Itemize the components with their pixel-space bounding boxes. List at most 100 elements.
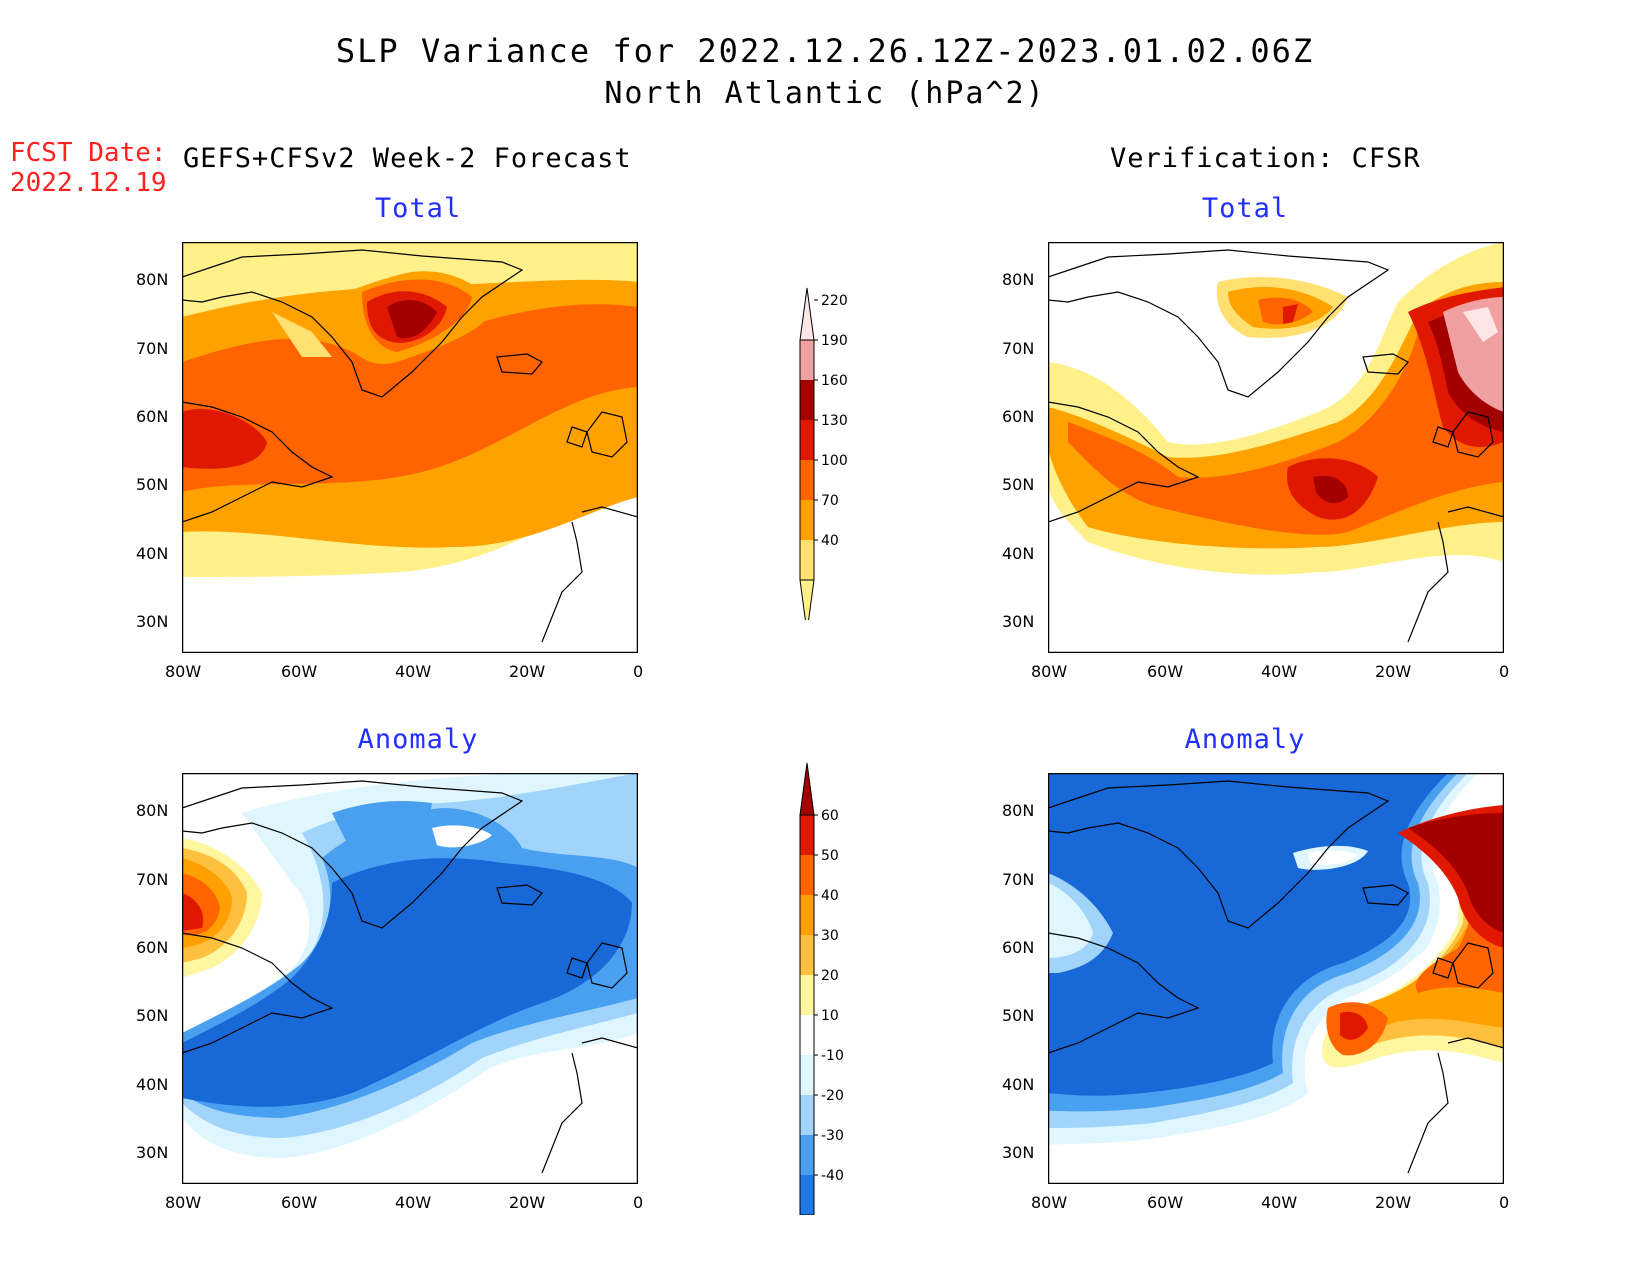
lon-tick: 0 (1499, 662, 1510, 681)
colorbar-top-triangle (799, 287, 815, 341)
fc-anom-band-50 (182, 893, 204, 931)
total-colorbar-svg: 40 70 100 130 160 190 220 (799, 287, 848, 633)
lat-tick: 30N (1002, 612, 1035, 631)
lat-tick: 30N (1002, 1143, 1035, 1162)
lon-tick: 60W (1147, 1193, 1184, 1212)
vf-total-band-220 (1463, 307, 1498, 342)
map-frame (181, 241, 639, 654)
colorbar-cell (800, 1135, 814, 1175)
fc-total-band-160 (387, 300, 437, 339)
map-frame (1047, 772, 1505, 1185)
total-colorbar-marks: 40 70 100 130 160 190 220 (799, 287, 848, 633)
colorbar-label: 40 (821, 533, 839, 549)
vf-total-label: Total (1201, 193, 1289, 224)
colorbar-label: -30 (821, 1128, 844, 1144)
lat-tick: 60N (136, 407, 169, 426)
lon-tick: 60W (281, 662, 318, 681)
lat-tick: 70N (136, 870, 169, 889)
total-colorbar: 40 70 100 130 160 190 220 (790, 280, 870, 633)
lat-tick: 30N (136, 1143, 169, 1162)
colorbar-label: 160 (821, 373, 848, 389)
forecast-total-svg (181, 241, 639, 654)
colorbar-cell (800, 460, 814, 500)
fc-total-label: Total (374, 193, 462, 224)
coastlines (181, 780, 639, 1174)
verification-anomaly-svg (1047, 772, 1505, 1185)
colorbar-label: 130 (821, 413, 848, 429)
lon-tick: 0 (633, 1193, 644, 1212)
verification-total-map (1047, 241, 1505, 657)
colorbar-label: 220 (821, 293, 848, 309)
lat-tick: 40N (136, 544, 169, 563)
anomaly-colorbar: -40 -30 -20 -10 10 20 30 40 50 60 (790, 755, 870, 1268)
anomaly-colorbar-svg: -40 -30 -20 -10 10 20 30 40 50 60 (799, 762, 844, 1268)
coastlines (1047, 780, 1505, 1174)
lat-tick: 50N (136, 475, 169, 494)
lon-tick: 60W (281, 1193, 318, 1212)
lon-tick: 60W (1147, 662, 1184, 681)
colorbar-cell (800, 935, 814, 975)
vf-total-band-160 (1313, 475, 1348, 504)
fcst-label: FCST Date: (10, 138, 167, 168)
fc-total-band-130b (182, 408, 267, 469)
anomaly-colorbar-marks: -40 -30 -20 -10 10 20 30 40 50 60 (799, 762, 844, 1268)
lat-tick: 80N (1002, 270, 1035, 289)
forecast-total-map (181, 241, 639, 657)
colorbar-top-triangle (799, 762, 815, 816)
fc-total-band-low (272, 312, 332, 357)
lon-tick: 0 (633, 662, 644, 681)
colorbar-label: -20 (821, 1088, 844, 1104)
fc-anom-band-white (432, 825, 492, 848)
colorbar-cell (800, 815, 814, 855)
lat-tick: 40N (1002, 544, 1035, 563)
main-subtitle: North Atlantic (hPa^2) (604, 76, 1046, 111)
vf-anom-band-40 (1415, 823, 1504, 993)
colorbar-label: 40 (821, 888, 839, 904)
lon-tick: 80W (165, 662, 202, 681)
coastlines (1047, 249, 1505, 643)
lon-tick: 20W (1375, 1193, 1412, 1212)
lon-tick: 80W (165, 1193, 202, 1212)
colorbar-label: 60 (821, 808, 839, 824)
colorbar-cell (800, 895, 814, 935)
fc-anom-band-m40 (182, 858, 632, 1107)
lon-tick: 20W (1375, 662, 1412, 681)
lat-tick: 40N (1002, 1075, 1035, 1094)
lat-tick: 80N (136, 801, 169, 820)
colorbar-label: 10 (821, 1008, 839, 1024)
lon-tick: 20W (509, 662, 546, 681)
lat-tick: 80N (136, 270, 169, 289)
lat-tick: 50N (1002, 1006, 1035, 1025)
lon-tick: 40W (395, 662, 432, 681)
colorbar-label: -10 (821, 1048, 844, 1064)
vf-anomaly-label: Anomaly (1184, 724, 1306, 755)
colorbar-cell (800, 540, 814, 580)
colorbar-label: -40 (821, 1168, 844, 1184)
vf-total-band-130c (1283, 304, 1298, 324)
vf-anom-band-white (1308, 850, 1358, 865)
lon-tick: 80W (1031, 662, 1068, 681)
lon-tick: 40W (1261, 662, 1298, 681)
lat-tick: 50N (136, 1006, 169, 1025)
colorbar-label: 20 (821, 968, 839, 984)
lat-tick: 40N (136, 1075, 169, 1094)
fc-anom-band-m30b (332, 801, 432, 853)
vf-anom-band-60 (1408, 813, 1504, 933)
colorbar-label: 190 (821, 333, 848, 349)
colorbar-label: 100 (821, 453, 848, 469)
forecast-anomaly-map (181, 772, 639, 1188)
lat-tick: 70N (136, 339, 169, 358)
map-frame (181, 772, 639, 1185)
colorbar-cell (800, 1095, 814, 1135)
colorbar-cell (800, 1055, 814, 1095)
colorbar-cell (800, 1015, 814, 1055)
lon-tick: 80W (1031, 1193, 1068, 1212)
verification-column-header: Verification: CFSR (1110, 143, 1421, 174)
map-frame (1047, 241, 1505, 654)
colorbar-label: 70 (821, 493, 839, 509)
colorbar-label: 50 (821, 848, 839, 864)
lon-tick: 40W (1261, 1193, 1298, 1212)
colorbar-cell (800, 975, 814, 1015)
colorbar-cell (800, 380, 814, 420)
colorbar-cell (800, 500, 814, 540)
